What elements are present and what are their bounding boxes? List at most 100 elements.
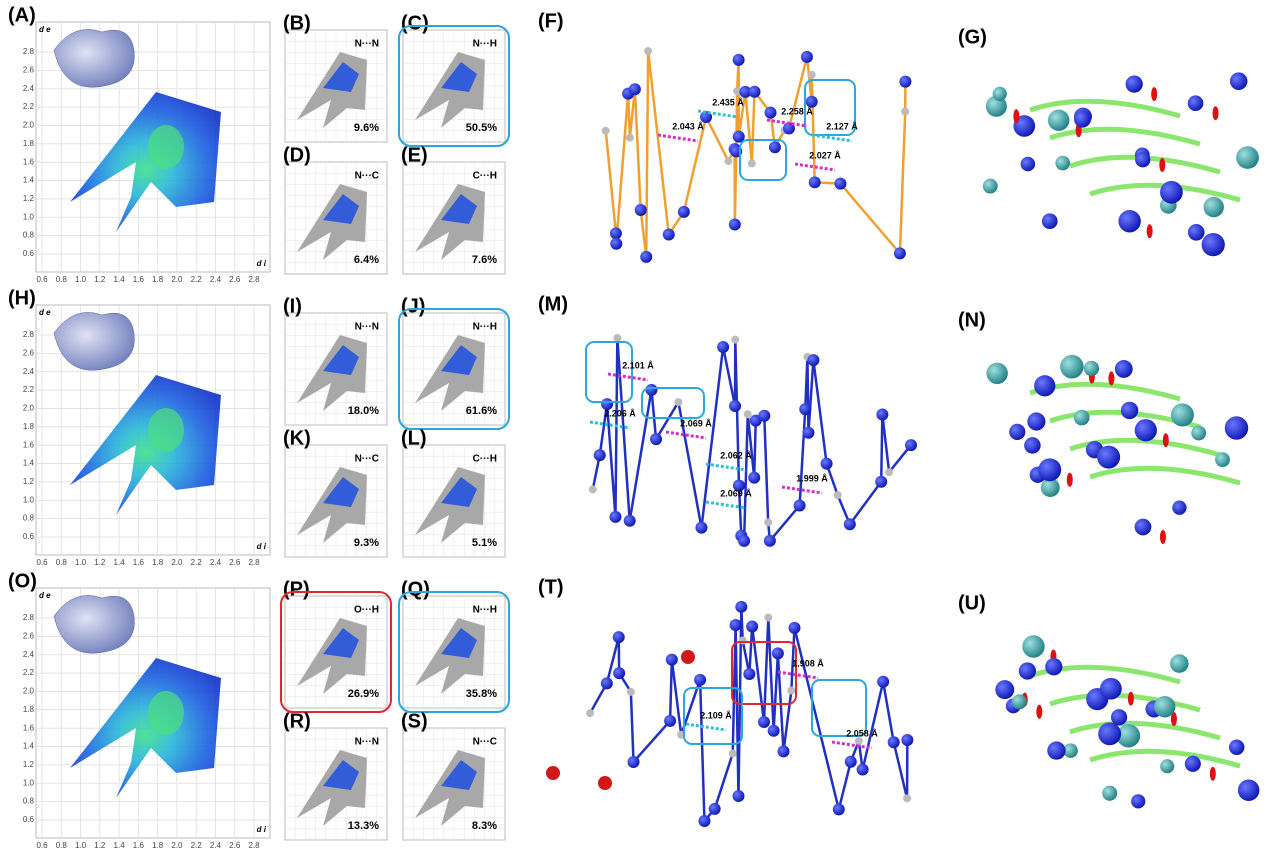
atom [1170,654,1189,673]
bond-distance: 2.435 Å [712,97,744,107]
hydrogen-bond [706,464,746,470]
atom [1024,437,1041,454]
atom [1204,197,1224,217]
x-tick-label: 1.0 [75,841,87,849]
atom [1215,452,1230,467]
y-tick-label: 1.8 [23,705,35,714]
atom [802,427,814,439]
contact-pair: N···H [473,322,497,333]
highlight-frame [586,342,632,402]
atom [664,715,676,727]
bond [883,682,894,742]
atom [808,71,816,79]
y-tick-label: 1.2 [23,194,35,203]
x-tick-label: 0.8 [56,841,68,849]
atom [724,157,732,165]
panel-label: (K) [283,427,311,449]
y-tick-label: 2.2 [23,385,35,394]
y-tick-label: 2.0 [23,404,35,413]
hydrogen-bond [608,374,648,380]
panel-label: (C) [401,12,429,34]
y-tick-label: 2.4 [23,650,35,659]
y-tick-label: 2.0 [23,121,35,130]
atom [650,433,662,445]
x-tick-label: 2.6 [229,275,241,284]
atom [983,179,998,194]
atom [1022,635,1044,657]
atom [788,622,800,634]
bond-distance: 1.908 Å [792,658,824,668]
hydrogen-bond [832,742,872,748]
atom [732,790,744,802]
bond [778,653,784,751]
x-tick-label: 0.6 [36,275,48,284]
bond-distance: 2.069 Å [720,488,752,498]
y-tick-label: 0.6 [23,815,35,824]
contact-pair: N···N [355,322,379,333]
panel-label: (U) [958,592,986,614]
x-tick-label: 0.8 [56,275,68,284]
bond [646,51,648,257]
bond [900,111,905,253]
bond [882,414,889,472]
atom [678,206,690,218]
bond [745,92,752,163]
y-tick-label: 1.2 [23,477,35,486]
atom [1045,658,1062,675]
panel-label: (Q) [401,578,430,600]
bond [850,482,881,524]
y-tick-label: 1.4 [23,176,35,185]
atom [901,734,913,746]
atom [1188,224,1205,241]
bond-distance: 2.127 Å [826,121,858,131]
atom [764,614,772,622]
atom [875,476,887,488]
y-tick-label: 0.8 [23,231,35,240]
bond [606,131,616,234]
bond-distance: 2.027 Å [809,150,841,160]
panel-label: (R) [283,710,311,732]
atom [729,400,741,412]
atom [1074,111,1091,128]
panel-label: (E) [401,144,428,166]
contact-pair: N···C [355,171,379,182]
atom [844,518,856,530]
atom [1118,210,1140,232]
y-tick-label: 1.8 [23,422,35,431]
bond [607,404,615,517]
x-tick-label: 2.4 [210,275,222,284]
panel-label: (H) [8,287,36,309]
atom [1154,696,1175,717]
y-tick-label: 2.8 [23,613,35,622]
atom [1027,412,1045,430]
atom [1098,722,1121,745]
bond [635,89,641,210]
y-tick-label: 0.8 [23,514,35,523]
atom [1236,146,1259,169]
atom [694,674,706,686]
y-tick-label: 2.4 [23,367,35,376]
atom [586,709,594,717]
contact-pair: C···H [473,454,497,465]
bond-distance: 2.043 Å [672,121,704,131]
x-tick-label: 1.2 [94,275,106,284]
y-tick-label: 1.0 [23,778,35,787]
atom [594,449,606,461]
atom [627,688,635,696]
bond [701,347,723,528]
x-tick-label: 1.4 [114,841,126,849]
atom [645,384,657,396]
contact-pair: N···H [473,39,497,50]
nci-isosurface [1151,87,1157,101]
atom [624,515,636,527]
contact-percent: 26.9% [348,688,379,700]
bond [784,691,792,752]
panel-label: (M) [538,293,568,315]
atom [635,204,647,216]
atom [877,676,889,688]
x-axis-label: d i [257,542,267,551]
atom [765,107,777,119]
atom [758,410,770,422]
bond [764,416,768,523]
atom [1038,458,1061,481]
